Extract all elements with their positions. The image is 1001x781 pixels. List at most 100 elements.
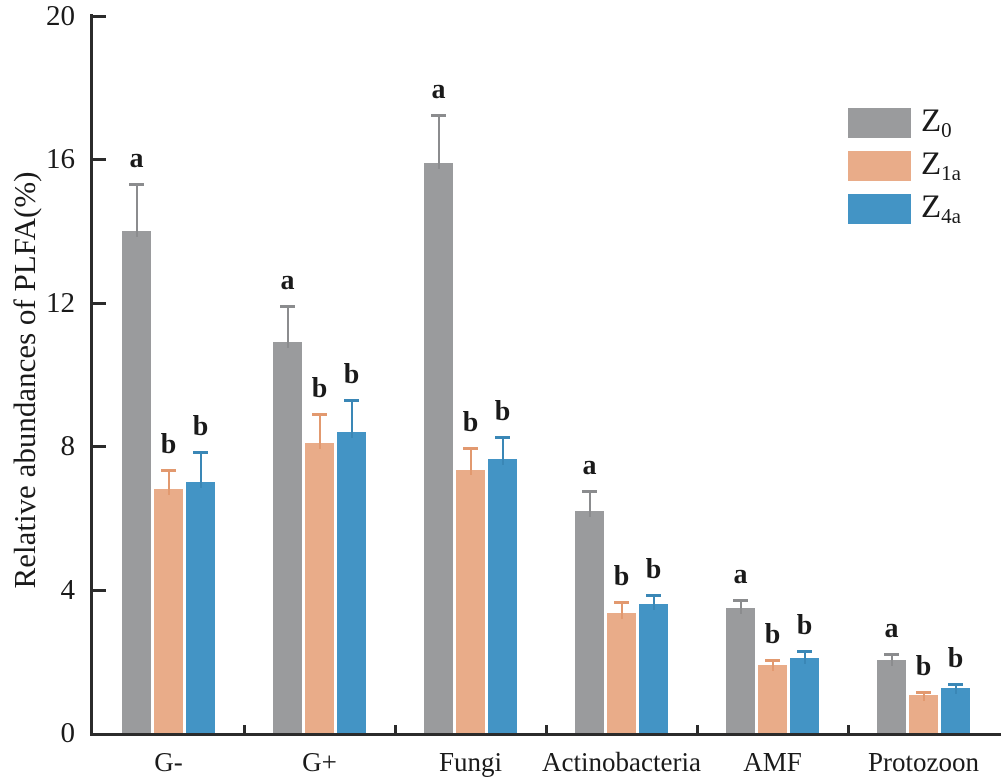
error-bar-cap <box>765 658 780 662</box>
significance-letter: a <box>884 613 899 645</box>
y-tick-mark <box>93 301 106 305</box>
error-bar-line <box>652 594 655 610</box>
x-tick-mark <box>695 725 699 733</box>
bar-Z4a-Fungi <box>488 458 517 733</box>
x-category-label: Protozoon <box>868 747 979 777</box>
error-bar-line <box>922 691 925 702</box>
x-axis-line <box>90 733 1001 736</box>
legend-label-Z4a: Z4a <box>921 189 961 228</box>
error-bar-line <box>286 306 289 349</box>
bar-Z1a-AMF <box>758 664 787 733</box>
significance-letter: b <box>462 406 479 438</box>
y-tick-mark <box>93 158 106 162</box>
y-tick-label: 12 <box>46 286 75 319</box>
bar-Z4a-G+ <box>337 431 366 733</box>
y-tick-label: 20 <box>46 0 75 32</box>
significance-letter: a <box>733 559 748 591</box>
x-tick-mark <box>846 725 850 733</box>
significance-letter: b <box>915 650 932 682</box>
error-bar-cap <box>646 593 661 597</box>
significance-letter: b <box>311 372 328 404</box>
error-bar-cap <box>344 398 359 402</box>
significance-letter: b <box>613 561 630 593</box>
significance-letter: a <box>280 265 295 297</box>
error-bar-cap <box>916 690 931 694</box>
legend-swatch-Z0 <box>848 108 911 138</box>
bar-Z1a-Actinobacteria <box>607 612 636 733</box>
y-tick-label: 8 <box>60 430 76 463</box>
error-bar-cap <box>733 599 748 603</box>
error-bar-line <box>954 683 957 695</box>
bar-Z1a-Fungi <box>456 469 485 733</box>
bar-Z0-Actinobacteria <box>575 510 604 733</box>
error-bar-cap <box>948 682 963 686</box>
x-category-label: Actinobacteria <box>542 747 701 777</box>
y-axis-title: Relative abundances of PLFA(%) <box>7 171 42 589</box>
y-axis-line <box>90 14 93 736</box>
significance-letter: b <box>796 609 813 641</box>
x-category-label: G+ <box>302 747 337 777</box>
significance-letter: b <box>494 396 511 428</box>
error-bar-line <box>135 184 138 238</box>
y-tick-mark <box>93 15 106 18</box>
error-bar-line <box>167 469 170 496</box>
x-tick-mark <box>242 725 246 733</box>
error-bar-line <box>803 650 806 664</box>
bar-Z4a-G- <box>186 482 215 733</box>
bar-Z1a-G+ <box>305 442 334 733</box>
x-category-label: G- <box>154 747 183 777</box>
y-tick-mark <box>93 588 106 592</box>
error-bar-cap <box>161 468 176 472</box>
significance-letter: b <box>645 553 662 585</box>
y-tick-label: 16 <box>46 143 75 176</box>
significance-letter: b <box>764 618 781 650</box>
error-bar-line <box>620 602 623 619</box>
error-bar-line <box>890 654 893 666</box>
x-tick-mark <box>393 725 397 733</box>
error-bar-cap <box>280 305 295 309</box>
bar-Z4a-AMF <box>790 657 819 733</box>
y-tick-mark <box>93 445 106 449</box>
error-bar-cap <box>312 412 327 416</box>
significance-letter: a <box>431 73 446 105</box>
bar-Z0-G- <box>122 231 151 733</box>
bar-Z0-G+ <box>273 342 302 733</box>
error-bar-cap <box>193 450 208 454</box>
x-category-label: AMF <box>743 747 802 777</box>
bar-Z1a-Protozoon <box>909 695 938 733</box>
legend-label-Z0: Z0 <box>921 103 952 142</box>
y-tick-label: 4 <box>60 573 76 606</box>
error-bar-line <box>318 413 321 449</box>
error-bar-line <box>437 114 440 169</box>
significance-letter: b <box>343 358 360 390</box>
legend-label-Z1a: Z1a <box>921 146 961 185</box>
significance-letter: b <box>192 410 209 442</box>
error-bar-cap <box>463 446 478 450</box>
significance-letter: b <box>160 428 177 460</box>
significance-letter: b <box>947 642 964 674</box>
error-bar-cap <box>129 183 144 187</box>
error-bar-line <box>501 437 504 465</box>
legend-swatch-Z1a <box>848 151 911 181</box>
bar-Z0-Fungi <box>424 162 453 733</box>
error-bar-line <box>739 600 742 614</box>
error-bar-cap <box>614 601 629 605</box>
bar-Z0-Protozoon <box>877 659 906 733</box>
significance-letter: a <box>582 450 597 481</box>
error-bar-line <box>350 399 353 438</box>
bar-Z4a-Protozoon <box>941 688 970 733</box>
bar-Z0-AMF <box>726 607 755 733</box>
error-bar-cap <box>431 113 446 117</box>
error-bar-cap <box>884 653 899 657</box>
x-category-label: Fungi <box>438 747 503 777</box>
error-bar-line <box>771 659 774 671</box>
error-bar-line <box>199 451 202 489</box>
legend-swatch-Z4a <box>848 194 911 224</box>
y-tick-label: 0 <box>60 717 76 749</box>
error-bar-cap <box>582 490 597 493</box>
x-tick-mark <box>544 725 548 733</box>
error-bar-cap <box>797 649 812 653</box>
error-bar-line <box>469 447 472 476</box>
error-bar-line <box>588 491 591 517</box>
